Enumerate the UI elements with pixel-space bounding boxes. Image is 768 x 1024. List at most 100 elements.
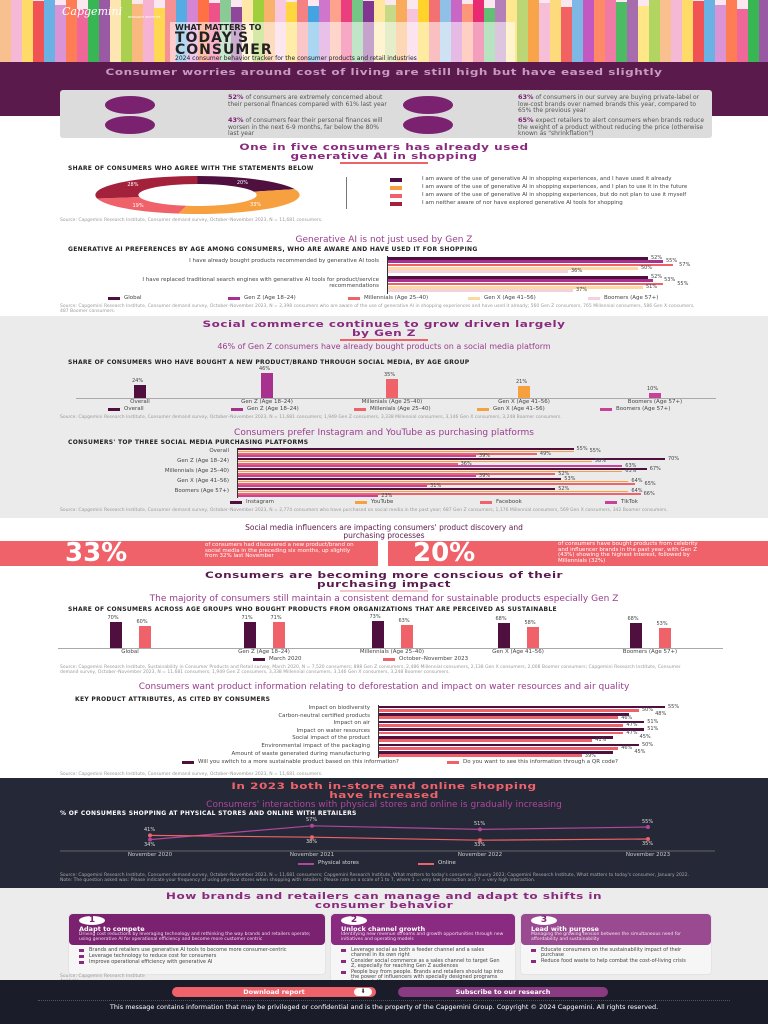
donut-slice (95, 176, 198, 199)
chart-title: GENERATIVE AI PREFERENCES BY AGE AMONG C… (68, 246, 478, 253)
donut-slice (197, 176, 295, 192)
legend-item: Facebook (480, 499, 522, 506)
legend-item: October–November 2023 (383, 656, 469, 663)
card-bullets: Educate consumers on the sustainability … (521, 945, 711, 967)
legend-item: Boomers (Age 57+) (588, 295, 658, 302)
legend-label: Millenials (Age 25–40) (370, 406, 431, 412)
action-card: 3 Lead with purpose Managing the growing t… (520, 913, 712, 975)
point-value-label: 51% (474, 820, 486, 827)
legend-swatch (600, 408, 612, 412)
bar (379, 739, 593, 742)
x-tick-label: November 2022 (457, 852, 503, 858)
bar-value-label: 70% (107, 615, 119, 622)
bar (388, 276, 648, 279)
stripe-decoration (583, 0, 594, 76)
bar-value-label: 64% (631, 488, 643, 495)
bar (379, 746, 619, 750)
bar (379, 720, 645, 724)
legend-item: I am aware of the use of generative AI i… (390, 184, 688, 191)
bar (238, 458, 665, 461)
data-point (148, 833, 152, 838)
legend-item: I am aware of the use of generative AI i… (390, 176, 672, 183)
bar-value-label: 45% (639, 734, 651, 741)
stripe-decoration (528, 0, 539, 81)
subscribe-button[interactable]: Subscribe to our research (398, 987, 608, 997)
stripe-decoration (132, 4, 143, 95)
legend-label: YouTube (371, 499, 394, 505)
stripe-decoration (715, 5, 726, 95)
stripe-decoration (11, 0, 22, 92)
bar-value-label: 47% (626, 729, 638, 736)
bar (238, 495, 379, 498)
stat-pct: 52% (228, 93, 244, 101)
bar-value-label: 70% (668, 455, 680, 462)
bar-value-label: 63% (625, 468, 637, 475)
bar-value-label: 36% (460, 460, 472, 467)
stripe-decoration (77, 9, 88, 95)
chart-title: SHARE OF CONSUMERS ACROSS AGE GROUPS WHO… (68, 606, 557, 613)
legend-item: Will you switch to a more sustainable pr… (182, 759, 402, 766)
stat-pct: 63% (518, 93, 534, 101)
bar (386, 378, 398, 398)
bar (238, 460, 592, 463)
point-value-label: 34% (144, 841, 156, 848)
source-note: Source: Capgemini Research Institute, Co… (60, 873, 690, 883)
bar (379, 735, 613, 739)
stripe-decoration (759, 0, 768, 78)
legend-label: I am aware of the use of generative AI i… (422, 192, 687, 198)
legend-swatch (447, 761, 459, 765)
bar (238, 483, 635, 485)
point-value-label: 57% (306, 817, 318, 824)
tag-icon (403, 96, 453, 114)
legend-item: Global (108, 295, 142, 302)
stat-item: 65% expect retailers to alert consumers … (518, 117, 706, 138)
bar (658, 628, 671, 648)
bar-value-label: 53% (564, 475, 576, 482)
legend-label: Do you want to see this information thro… (463, 759, 618, 765)
category-label: Impact on air (333, 720, 370, 727)
legend-label: Gen Z (Age 18–24) (247, 406, 299, 412)
bar (272, 621, 285, 648)
bar (649, 392, 661, 398)
legend-swatch (418, 863, 434, 865)
category-label: Global (121, 649, 139, 655)
source-note: Source: Capgemini Research Institute, Su… (60, 665, 681, 675)
bar-value-label: 39% (584, 752, 596, 759)
legend-label: Instagram (246, 499, 274, 505)
legend-label: I am aware of the use of generative AI i… (422, 184, 688, 190)
bar (138, 625, 151, 648)
source-note: Source: Capgemini Research Institute, Co… (60, 508, 668, 513)
bar (238, 475, 476, 478)
bar-value-label: 51% (646, 284, 658, 291)
legend-label: Global (124, 295, 142, 301)
category-label: Gen Z (Age 18–24) (177, 458, 229, 465)
card-description: Driving cost reductions by leveraging te… (79, 932, 311, 942)
header-title-2: CONSUMER (175, 42, 273, 58)
legend-swatch (477, 408, 489, 412)
step-number: 3 (531, 916, 557, 925)
stat-text: of consumers have bought products from c… (558, 541, 698, 564)
stat-text: of consumers fear their personal finance… (228, 117, 383, 137)
download-report-button[interactable]: Download report ⬇ (172, 987, 376, 997)
legend-label: October–November 2023 (399, 656, 469, 662)
category-label: Boomers (Age 57+) (627, 399, 683, 405)
wallet-icon (105, 96, 155, 114)
bar (388, 266, 638, 270)
bar-value-label: 57% (679, 261, 691, 268)
category-label: I have replaced traditional search engin… (142, 277, 379, 289)
logo-subtitle: RESEARCH INSTITUTE (128, 15, 161, 19)
category-label: Gen Z (Age 18–24) (241, 399, 293, 405)
bar (134, 384, 146, 398)
bar-value-label: 48% (655, 711, 667, 718)
bar-value-label: 50% (642, 741, 654, 748)
category-label: Impact on water resources (296, 727, 370, 734)
y-axis (387, 256, 388, 294)
coins-icon (105, 116, 155, 134)
step-number: 2 (341, 916, 367, 925)
bar (238, 463, 458, 465)
bar (238, 473, 556, 475)
legend-item: Millenials (Age 25–40) (354, 406, 431, 413)
bar-value-label: 63% (625, 463, 637, 470)
bar-value-label: 52% (558, 470, 570, 477)
stripe-decoration (550, 0, 561, 85)
